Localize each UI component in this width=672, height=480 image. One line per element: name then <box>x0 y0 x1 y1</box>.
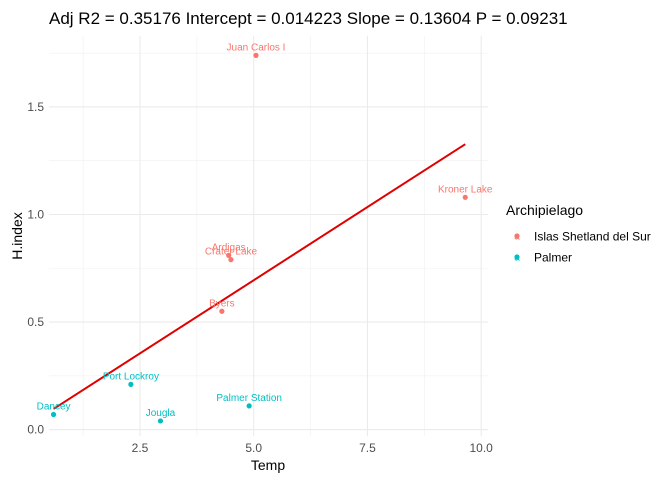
legend-swatch <box>514 233 520 239</box>
y-axis-ticks: 0.0 0.5 1.0 1.5 <box>27 100 44 437</box>
minor-gridlines <box>49 36 488 436</box>
point-label: Palmer Station <box>216 393 282 404</box>
point-label: Jougla <box>146 408 176 419</box>
data-points-layer <box>50 52 468 424</box>
regression-line <box>53 143 466 410</box>
x-tick-label: 7.5 <box>359 441 376 455</box>
data-point <box>462 194 468 200</box>
y-tick-label: 0.5 <box>27 315 44 329</box>
data-point <box>157 418 164 424</box>
legend-label: Palmer <box>534 251 572 265</box>
legend-label: Islas Shetland del Sur <box>534 230 651 244</box>
data-point <box>246 403 252 409</box>
legend-key-glyph: a <box>514 253 520 264</box>
data-point <box>226 252 232 258</box>
regression-line-layer <box>53 143 466 410</box>
legend-swatch <box>514 254 520 260</box>
x-axis-ticks: 2.5 5.0 7.5 10.0 <box>132 441 494 455</box>
data-point <box>253 52 259 58</box>
data-point <box>228 257 234 263</box>
legend-key-glyph: a <box>514 232 520 243</box>
y-tick-label: 1.0 <box>27 207 44 221</box>
point-label: Kroner Lake <box>438 184 493 195</box>
legend: Archipielago a Islas Shetland del Sur a Pal… <box>506 202 651 265</box>
point-label: Byers <box>209 298 235 309</box>
point-label: Port Lockroy <box>103 371 159 382</box>
y-tick-label: 1.5 <box>27 100 44 114</box>
data-point <box>219 308 225 314</box>
x-tick-label: 2.5 <box>132 441 149 455</box>
point-label: Dancey <box>37 401 71 412</box>
legend-entries: a Islas Shetland del Sur a Palmer <box>514 230 651 265</box>
y-tick-label: 0.0 <box>27 423 44 437</box>
x-tick-label: 5.0 <box>245 441 262 455</box>
data-point <box>50 411 57 418</box>
y-axis-title: H.index <box>9 212 25 259</box>
chart-title: Adj R2 = 0.35176 Intercept = 0.014223 Sl… <box>49 9 568 28</box>
x-axis-title: Temp <box>251 457 285 473</box>
x-tick-label: 10.0 <box>469 441 493 455</box>
point-label: Ardigas <box>212 242 246 253</box>
data-point <box>128 381 134 387</box>
legend-title: Archipielago <box>506 202 583 218</box>
point-label: Crater Lake <box>205 247 258 258</box>
major-gridlines <box>49 36 488 436</box>
point-label: Juan Carlos I <box>227 42 286 53</box>
